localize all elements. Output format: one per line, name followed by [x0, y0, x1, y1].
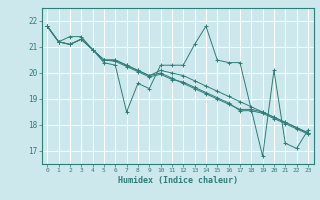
X-axis label: Humidex (Indice chaleur): Humidex (Indice chaleur)	[118, 176, 237, 185]
